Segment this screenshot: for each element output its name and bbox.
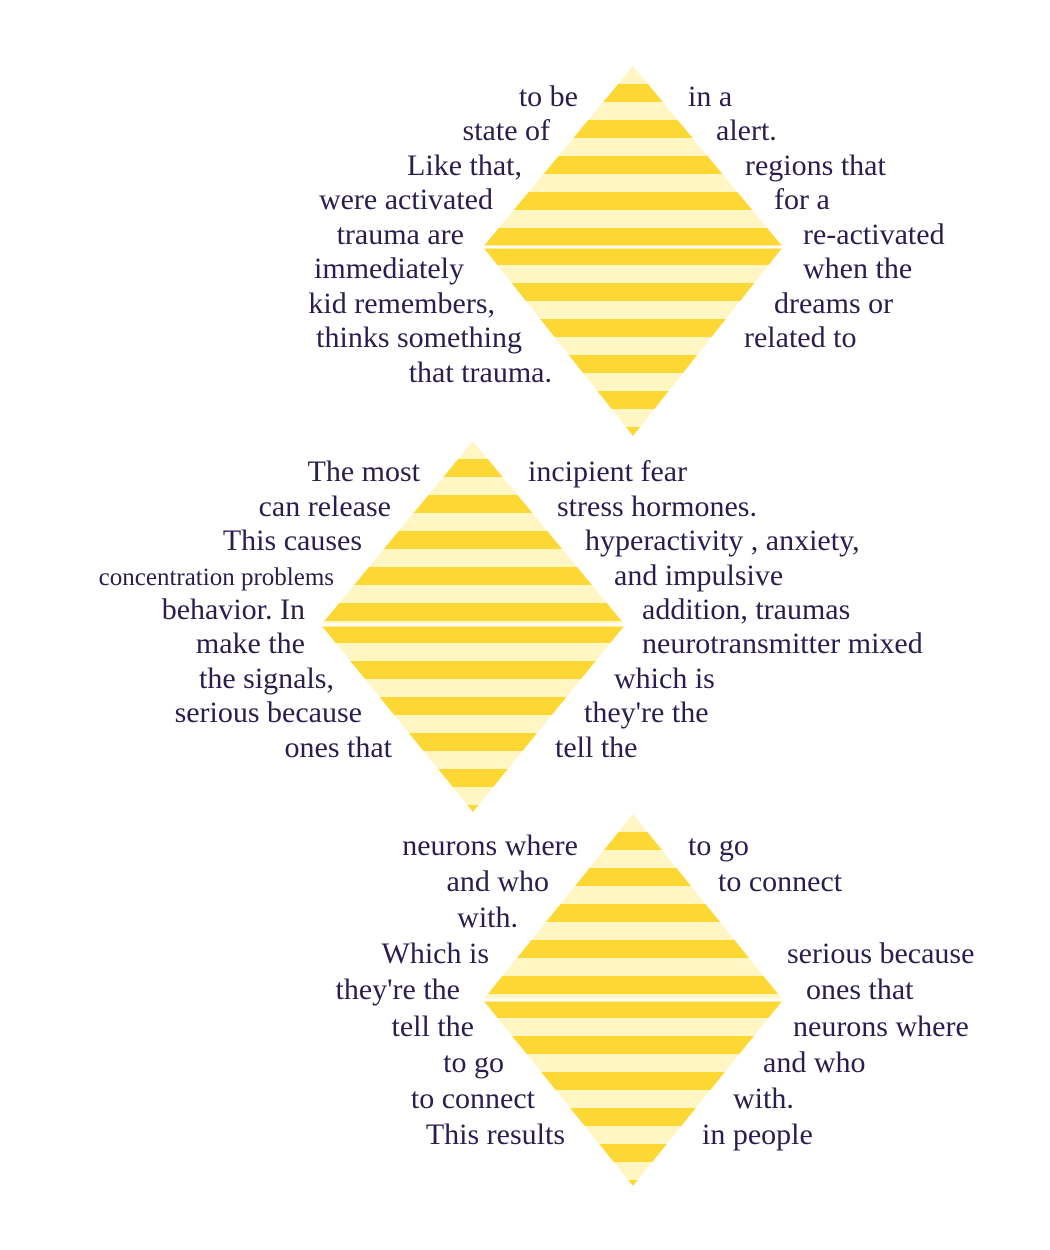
stripe: [483, 940, 783, 959]
diamond-stripes: [483, 66, 783, 436]
poem-line: in people: [702, 1118, 813, 1151]
poem-line: tell the: [555, 731, 638, 764]
poem-line: for a: [774, 183, 830, 216]
stripe: [483, 976, 783, 995]
stripe: [483, 156, 783, 175]
poem-line: that trauma.: [408, 356, 552, 389]
stripe: [483, 301, 783, 320]
poem-line: related to: [744, 321, 857, 354]
stripe: [321, 805, 625, 812]
stripe: [321, 643, 625, 662]
poem-line: re-activated: [803, 218, 945, 251]
poem-line: immediately: [314, 252, 464, 285]
stripe: [321, 603, 625, 622]
poem-line: serious because: [174, 696, 362, 729]
poem-line: to go: [688, 829, 749, 862]
poem-line: This causes: [222, 524, 362, 557]
diamond-divider: [321, 623, 625, 627]
stripe: [321, 531, 625, 550]
poem-line: to be: [518, 80, 578, 113]
poem-line: kid remembers,: [308, 287, 495, 320]
poem-line: neurons where: [793, 1010, 969, 1043]
poem-line: The most: [307, 455, 421, 488]
poem-line: which is: [614, 662, 715, 695]
stripe: [483, 1018, 783, 1037]
poem-line: neurons where: [402, 829, 578, 862]
poem-line: they're the: [584, 696, 709, 729]
poem-line: neurotransmitter mixed: [642, 627, 923, 660]
poem-line: to connect: [410, 1082, 535, 1115]
poem-line: concentration problems: [98, 564, 334, 591]
stripe: [483, 228, 783, 247]
poem-line: addition, traumas: [642, 593, 851, 626]
poem-line: and who: [446, 865, 549, 898]
poem-line: to go: [443, 1046, 504, 1079]
poem-line: state of: [462, 114, 550, 147]
poem-line: dreams or: [774, 287, 894, 320]
diamond-divider: [483, 998, 783, 1002]
stripe: [483, 265, 783, 284]
poem-line: in a: [688, 80, 733, 113]
poem-line: stress hormones.: [557, 490, 757, 523]
stripe: [483, 958, 783, 977]
poem-line: were activated: [318, 183, 493, 216]
poem-line: tell the: [391, 1010, 474, 1043]
stripe: [321, 697, 625, 716]
poem-line: to connect: [718, 865, 843, 898]
poem-line: with.: [733, 1082, 794, 1115]
poem-line: trauma are: [336, 218, 464, 251]
poem-line: alert.: [716, 114, 777, 147]
stripe: [321, 661, 625, 680]
poem-line: when the: [803, 252, 913, 285]
stripe: [483, 283, 783, 302]
stripe: [321, 621, 625, 626]
stripe: [321, 585, 625, 604]
stripe: [321, 549, 625, 568]
stripe: [483, 247, 783, 266]
poem-line: behavior. In: [161, 593, 305, 626]
diamond-divider: [483, 245, 783, 249]
stripe: [483, 994, 783, 1001]
stripe: [483, 1162, 783, 1181]
poem-line: ones that: [284, 731, 392, 764]
poem-line: regions that: [745, 149, 886, 182]
poem-line: hyperactivity , anxiety,: [585, 524, 860, 557]
stripe: [483, 922, 783, 941]
stripe: [321, 625, 625, 644]
stripe: [483, 1072, 783, 1091]
stripe: [483, 1036, 783, 1055]
stripe: [483, 210, 783, 229]
poem-line: make the: [195, 627, 305, 660]
poem-line: the signals,: [199, 662, 334, 695]
poem-line: they're the: [335, 973, 460, 1006]
poem-line: and impulsive: [614, 559, 784, 592]
poem-line: can release: [258, 490, 391, 523]
poem-line: thinks something: [316, 321, 522, 354]
poem-line: and who: [763, 1046, 866, 1079]
stripe: [483, 1054, 783, 1073]
stripe: [483, 1000, 783, 1019]
poem-line: serious because: [787, 937, 975, 970]
stripe: [483, 427, 783, 436]
stripe: [483, 319, 783, 338]
poem-line: incipient fear: [528, 455, 688, 488]
stripe: [321, 567, 625, 586]
stripe: [483, 174, 783, 193]
stripe: [483, 192, 783, 211]
poem-line: with.: [457, 901, 518, 934]
stripe: [483, 1180, 783, 1186]
stripe: [483, 904, 783, 923]
poem-line: ones that: [806, 973, 914, 1006]
stripe: [321, 679, 625, 698]
poem-line: Like that,: [407, 149, 522, 182]
poem-line: This results: [425, 1118, 565, 1151]
poem-line: Which is: [381, 937, 489, 970]
